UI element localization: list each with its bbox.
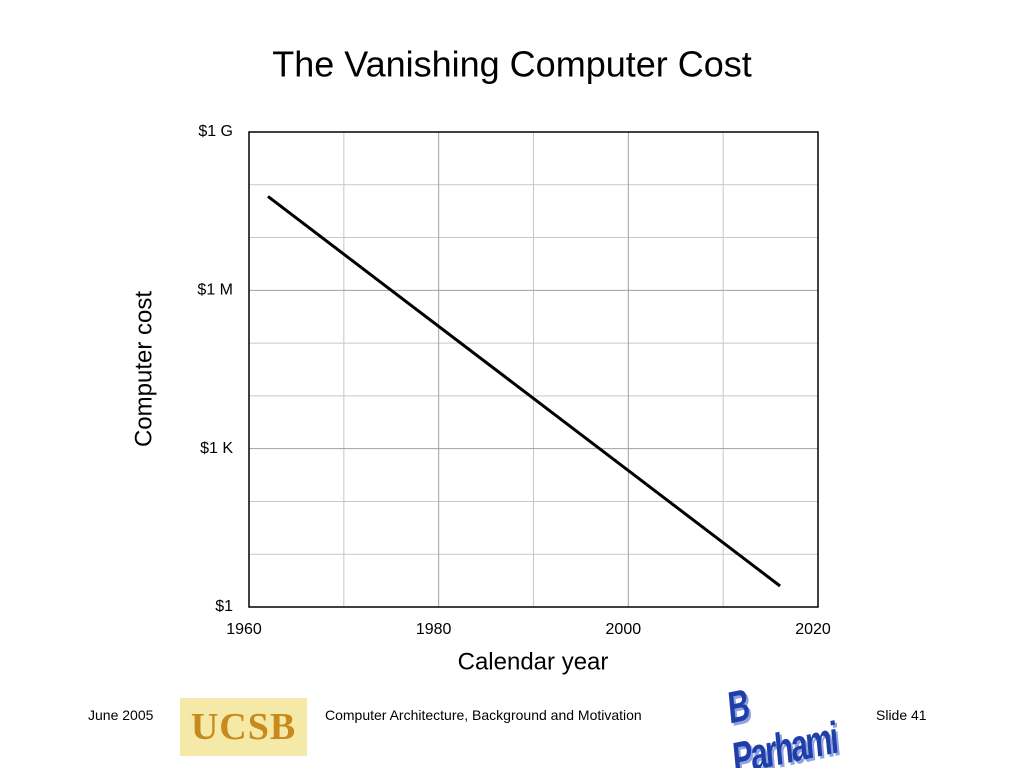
footer-slide: Slide 41 — [876, 707, 927, 723]
x-axis-label: Calendar year — [458, 648, 609, 675]
y-tick-label: $1 G — [198, 123, 233, 140]
footer-date: June 2005 — [88, 707, 154, 723]
parhami-logo: B Parhami — [725, 680, 839, 768]
x-tick-label: 2000 — [606, 621, 642, 638]
x-tick-label: 1960 — [226, 621, 262, 638]
y-tick-label: $1 M — [197, 282, 233, 299]
chart-title: The Vanishing Computer Cost — [272, 44, 752, 85]
plot-frame — [248, 131, 819, 608]
chart: The Vanishing Computer Cost Calendar yea… — [130, 44, 831, 676]
data-line — [267, 195, 781, 588]
x-tick-label: 1980 — [416, 621, 452, 638]
y-tick-label: $1 K — [200, 440, 233, 457]
ucsb-logo: UCSB — [180, 698, 307, 756]
y-axis-label: Computer cost — [130, 291, 157, 447]
footer-course: Computer Architecture, Background and Mo… — [325, 707, 642, 723]
x-tick-label: 2020 — [795, 621, 831, 638]
y-tick-label: $1 — [215, 598, 233, 615]
